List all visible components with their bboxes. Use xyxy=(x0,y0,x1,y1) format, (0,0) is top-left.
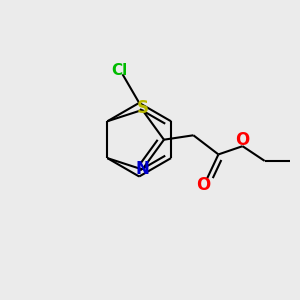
Text: O: O xyxy=(236,131,250,149)
Text: N: N xyxy=(135,160,149,178)
Text: Cl: Cl xyxy=(111,63,127,78)
Text: O: O xyxy=(196,176,210,194)
Text: S: S xyxy=(137,99,149,117)
